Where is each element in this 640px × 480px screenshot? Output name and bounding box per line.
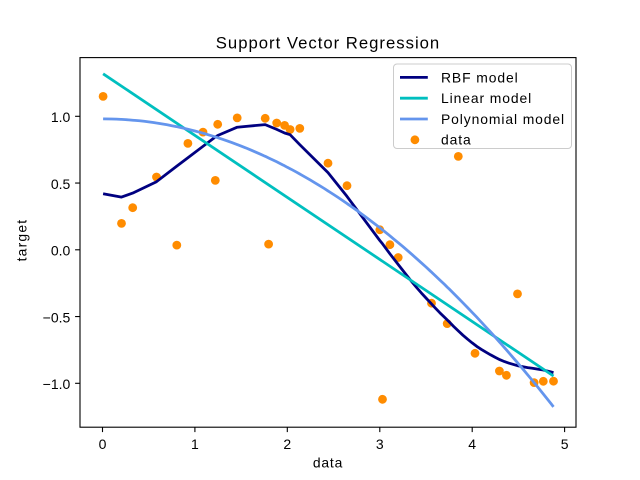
svg-text:Linear model: Linear model xyxy=(441,90,532,106)
svg-text:2: 2 xyxy=(283,436,291,452)
svg-text:1: 1 xyxy=(191,436,199,452)
svg-text:Polynomial model: Polynomial model xyxy=(441,111,565,127)
svg-text:4: 4 xyxy=(468,436,476,452)
svg-text:RBF model: RBF model xyxy=(441,69,519,85)
svg-text:0.0: 0.0 xyxy=(51,243,71,259)
svg-text:0: 0 xyxy=(99,436,107,452)
svg-text:Support Vector Regression: Support Vector Regression xyxy=(216,34,440,53)
svg-text:3: 3 xyxy=(376,436,384,452)
svg-text:−0.5: −0.5 xyxy=(43,309,71,325)
svg-text:data: data xyxy=(313,455,343,471)
svg-text:data: data xyxy=(441,132,472,148)
svg-text:−1.0: −1.0 xyxy=(43,376,71,392)
svg-text:1.0: 1.0 xyxy=(51,109,71,125)
svg-text:0.5: 0.5 xyxy=(51,176,71,192)
svg-text:5: 5 xyxy=(561,436,569,452)
svg-text:target: target xyxy=(14,219,30,262)
